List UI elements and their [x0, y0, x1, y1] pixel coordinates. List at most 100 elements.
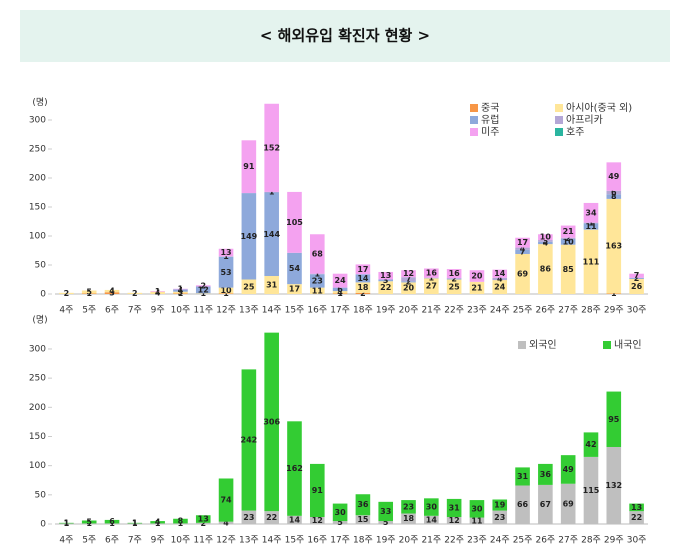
data-label: 2 [406, 277, 412, 286]
bar-segment [127, 522, 143, 524]
y-tick-label: 200 [29, 403, 46, 413]
data-label: 4 [155, 288, 161, 297]
data-label: 3 [543, 236, 549, 245]
legend-label: 미주 [481, 126, 499, 138]
x-tick-label: 7주 [128, 535, 142, 546]
y-tick-label: 250 [29, 374, 46, 384]
bar-segment [173, 293, 188, 294]
data-label: 15 [357, 515, 369, 524]
data-label: 1 [200, 289, 206, 298]
bar-segment [355, 264, 371, 275]
data-label: 34 [585, 208, 597, 217]
bar-segment [606, 162, 622, 191]
bar-segment [401, 513, 416, 524]
bar-segment [538, 234, 553, 241]
data-label: 162 [286, 464, 303, 473]
data-label: 13 [198, 515, 209, 524]
legend-label: 아프리카 [566, 114, 603, 126]
bar-segment [583, 223, 599, 230]
bar-segment [332, 521, 348, 524]
bar-segment [378, 271, 394, 280]
x-tick-label: 15주 [285, 535, 305, 546]
bar-segment [287, 515, 302, 524]
x-tick-label: 4주 [59, 305, 73, 316]
legend-swatch [470, 104, 478, 112]
data-label: 1 [337, 289, 343, 298]
bar-segment [287, 191, 302, 253]
y-tick-label: 200 [29, 174, 46, 184]
x-tick-label: 24주 [490, 305, 510, 316]
bar-segment [446, 498, 462, 517]
bar-segment [150, 291, 165, 294]
y-axis-label: (명) [32, 97, 47, 108]
bar-segment [446, 269, 462, 279]
x-tick-label: 18주 [353, 305, 373, 316]
x-tick-label: 28주 [581, 535, 601, 546]
data-label: 115 [583, 486, 600, 495]
data-label: 22 [266, 513, 277, 522]
data-label: 23 [243, 513, 254, 522]
bar-segment [264, 276, 279, 294]
bar-segment [309, 273, 325, 275]
data-label: 6 [337, 285, 343, 294]
legend-swatch [555, 128, 563, 136]
bar-segment [560, 237, 576, 239]
data-label: 5 [337, 518, 343, 527]
bar-segment [195, 286, 211, 294]
data-label: 2 [634, 274, 640, 283]
data-label: 17 [289, 285, 300, 294]
x-tick-label: 18주 [353, 535, 373, 546]
data-label: 2 [200, 519, 206, 528]
data-label: 4 [337, 288, 343, 297]
bar-segment [378, 501, 394, 522]
data-label: 2 [565, 234, 571, 243]
bar-segment [492, 269, 508, 278]
data-label: 14 [426, 515, 438, 524]
bar-segment [81, 520, 97, 524]
data-label: 33 [380, 507, 391, 516]
bar-segment [583, 456, 599, 524]
data-label: 7 [520, 247, 526, 256]
title-banner [20, 10, 670, 62]
x-tick-label: 11주 [193, 305, 213, 316]
bar-segment [59, 522, 74, 524]
bar-segment [195, 293, 211, 294]
bar-segment [424, 268, 439, 278]
bar-segment [59, 292, 74, 294]
x-tick-label: 11주 [193, 535, 213, 546]
bar-segment [492, 280, 508, 294]
bar-segment [309, 274, 325, 288]
data-label: 66 [517, 500, 529, 509]
bar-segment [515, 237, 530, 248]
x-tick-label: 4주 [59, 535, 73, 546]
x-tick-label: 19주 [376, 535, 396, 546]
bar-segment [241, 510, 257, 524]
bar-segment [173, 288, 188, 290]
x-tick-label: 28주 [581, 305, 601, 316]
x-tick-label: 21주 [421, 535, 441, 546]
data-label: 1 [64, 519, 70, 528]
bar-segment [150, 291, 165, 292]
bar-segment [629, 273, 644, 278]
bar-segment [355, 515, 371, 524]
legend-label: 외국인 [529, 339, 557, 351]
data-label: 4 [155, 518, 161, 527]
bar-segment [309, 516, 325, 524]
y-tick-label: 150 [29, 432, 46, 442]
y-tick-label: 150 [29, 203, 46, 213]
bar-segment [287, 421, 302, 516]
data-label: 22 [631, 513, 642, 522]
data-label: 1 [155, 287, 161, 296]
data-label: 20 [403, 284, 415, 293]
data-label: 1 [132, 519, 138, 528]
bar-segment [560, 483, 576, 524]
bar-segment [629, 277, 644, 279]
x-tick-label: 25주 [513, 305, 533, 316]
legend-swatch [470, 116, 478, 124]
data-label: 74 [220, 496, 232, 505]
bar-segment [104, 523, 120, 524]
data-label: 23 [494, 513, 505, 522]
data-label: 3 [178, 288, 184, 297]
bar-segment [241, 279, 257, 294]
data-label: 12 [449, 516, 460, 525]
